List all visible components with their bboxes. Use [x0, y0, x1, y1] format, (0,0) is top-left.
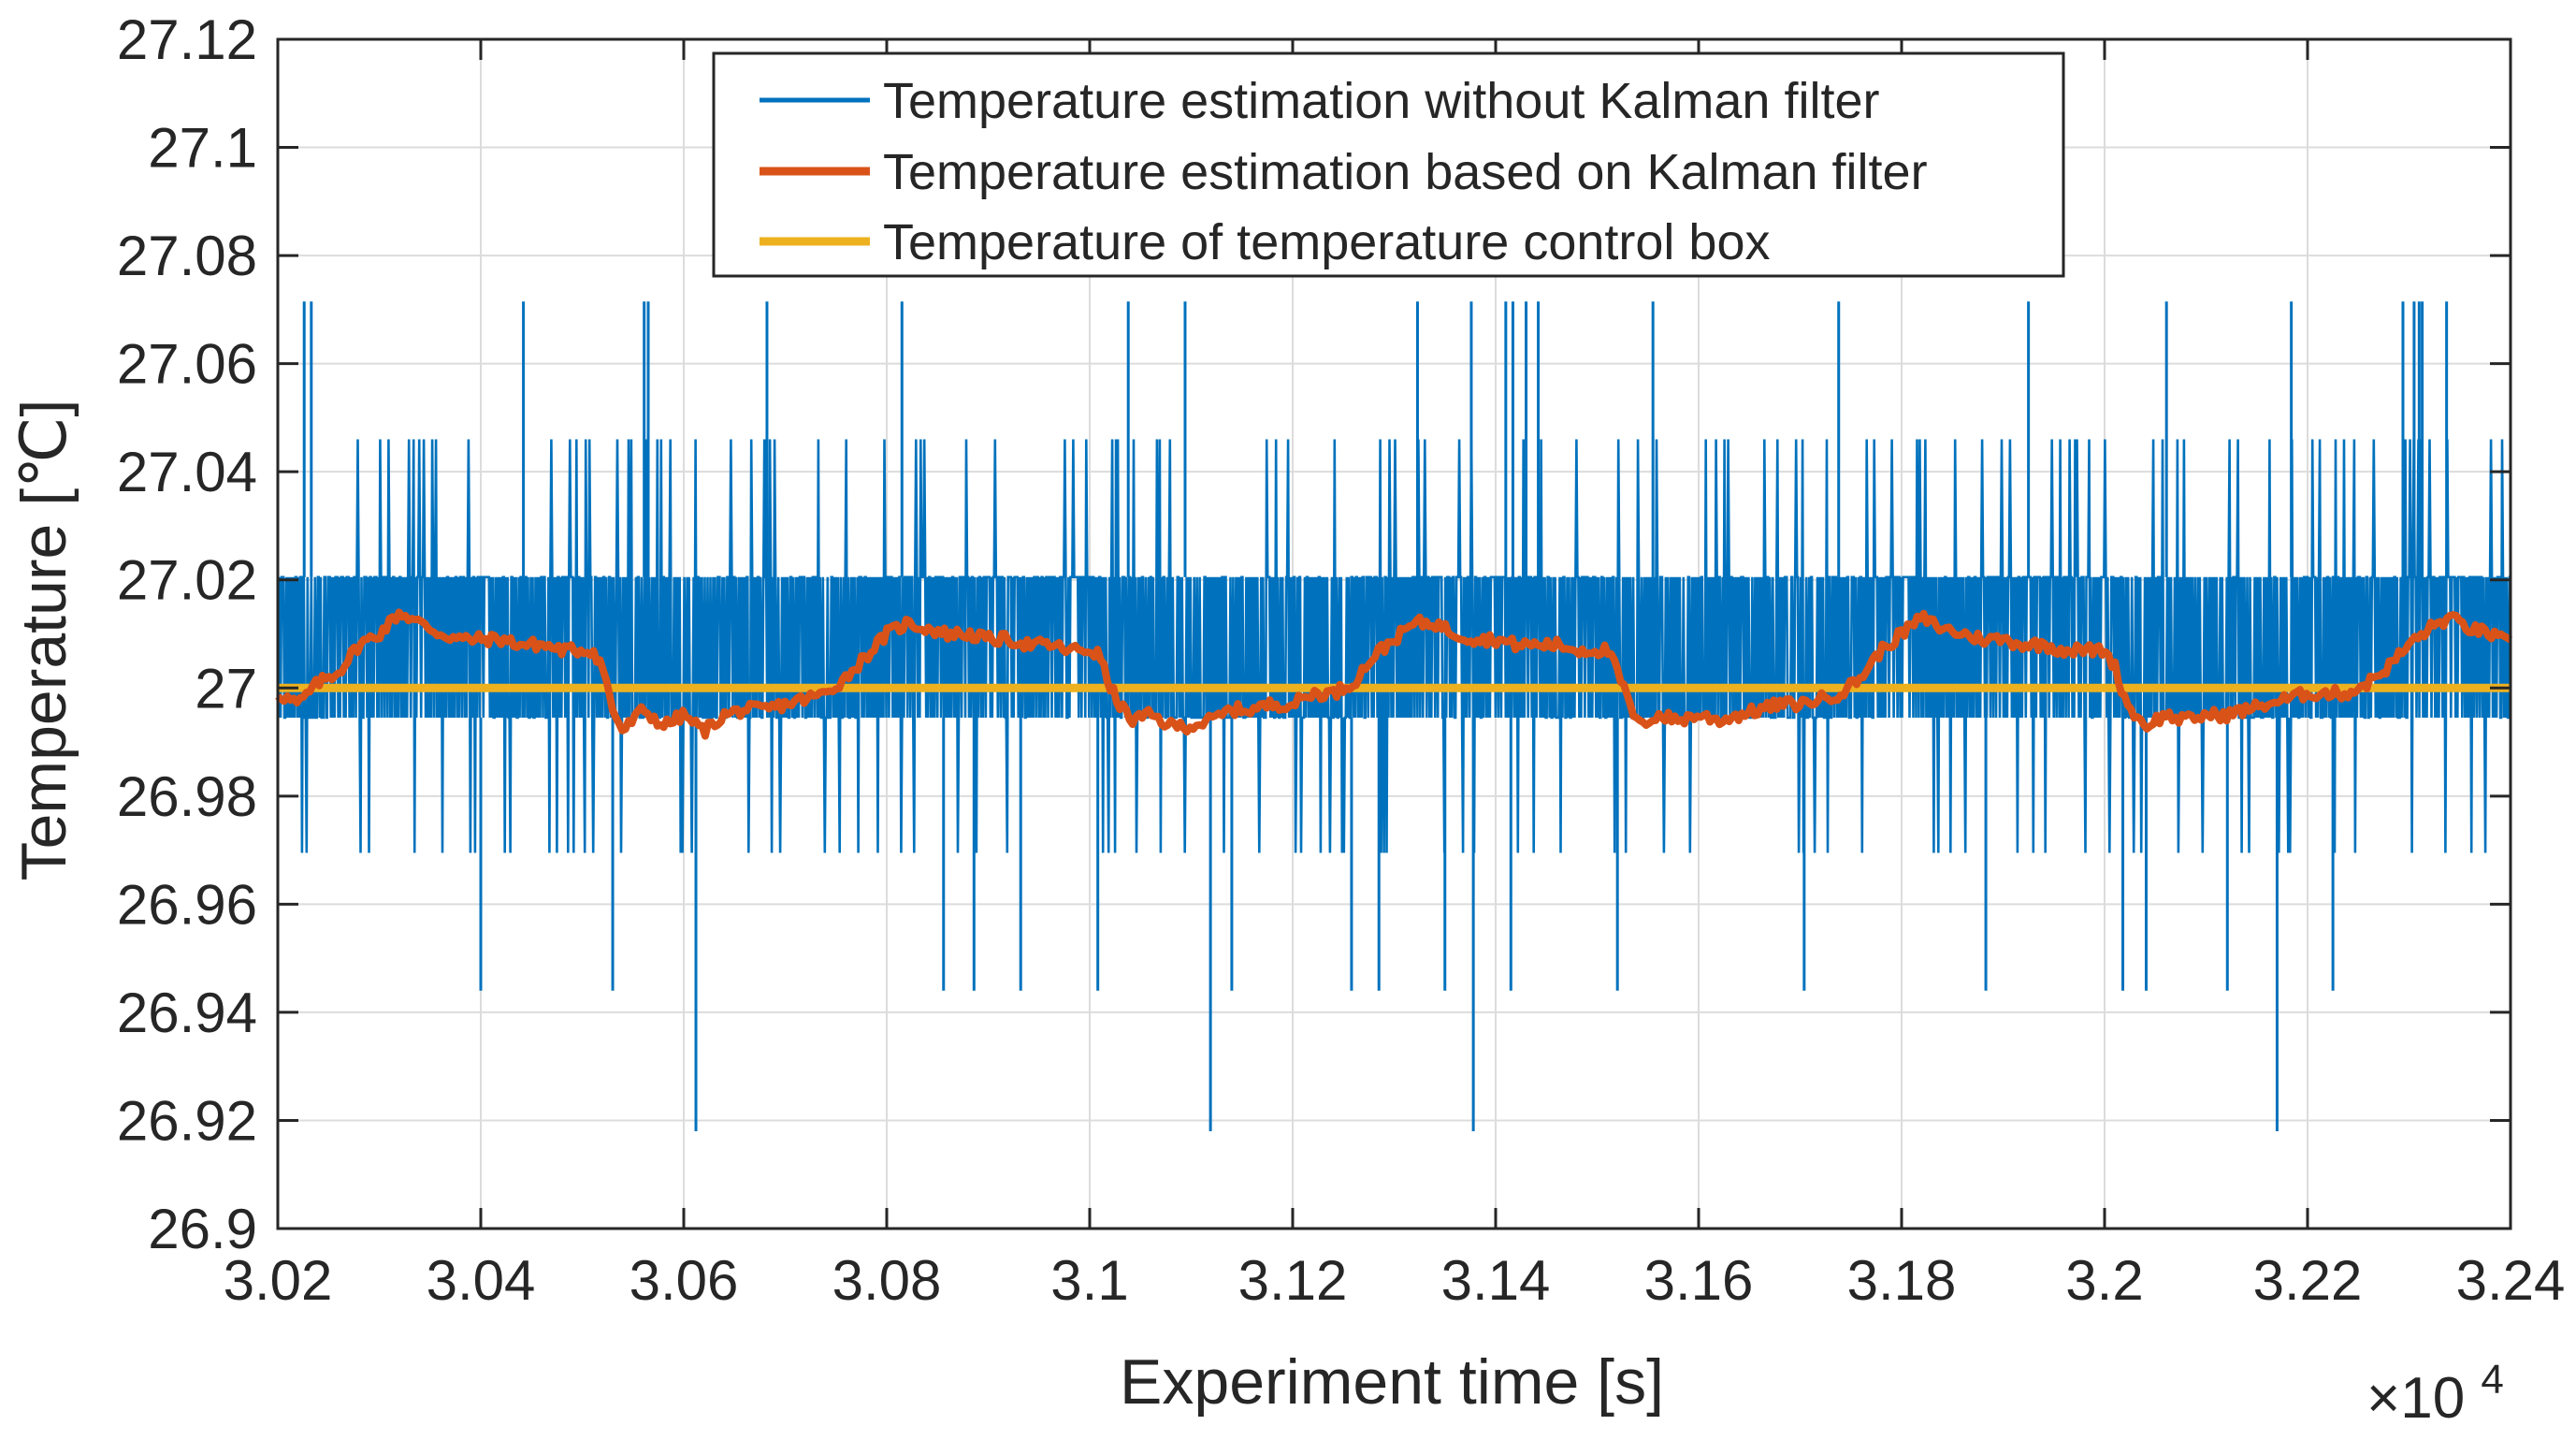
legend-box: [712, 51, 2065, 278]
y-tick-label: 27.02: [117, 549, 257, 612]
legend-label-box: Temperature of temperature control box: [883, 214, 1770, 270]
x-tick-label: 3.08: [832, 1249, 942, 1312]
x-tick-label: 3.22: [2253, 1249, 2363, 1312]
axes-box: [276, 37, 2512, 1230]
legend: Temperature estimation without Kalman fi…: [712, 51, 2065, 278]
x-tick-label: 3.1: [1050, 1249, 1128, 1312]
y-tick-label: 27.06: [117, 333, 257, 396]
svg-text:×10 4: ×10 4: [2366, 1357, 2504, 1431]
x-tick-label: 3.06: [630, 1249, 739, 1312]
x-tick-label: 3.04: [427, 1249, 536, 1312]
x-tick-labels: 3.02 3.04 3.06 3.08 3.1 3.12 3.14 3.16 3.18 3.2 3.…: [224, 1249, 2566, 1312]
kalman-series-line: [275, 608, 2513, 740]
x-tick-label: 3.12: [1238, 1249, 1348, 1312]
y-tick-label: 26.98: [117, 765, 257, 828]
x-axis-label: Experiment time [s]: [1120, 1346, 1664, 1418]
legend-label-raw: Temperature estimation without Kalman fi…: [883, 73, 1879, 129]
y-tick-label: 26.92: [117, 1089, 257, 1152]
y-tick-labels: 26.9 26.92 26.94 26.96 26.98 27 27.02 27.04 27.0…: [117, 8, 257, 1260]
x-tick-label: 3.14: [1441, 1249, 1551, 1312]
y-tick-label: 27: [195, 657, 257, 720]
y-tick-label: 26.94: [117, 982, 257, 1044]
y-tick-label: 26.96: [117, 873, 257, 936]
y-tick-label: 27.12: [117, 8, 257, 71]
legend-label-kalman: Temperature estimation based on Kalman f…: [883, 144, 1928, 200]
x-tick-label: 3.18: [1847, 1249, 1957, 1312]
y-tick-label: 26.9: [148, 1198, 257, 1260]
ticks: [276, 37, 2512, 1230]
y-axis-label: Temperature [℃]: [8, 400, 80, 881]
y-tick-label: 27.04: [117, 441, 257, 503]
x-multiplier-exponent: 4: [2481, 1357, 2503, 1403]
y-tick-label: 27.08: [117, 225, 257, 287]
x-multiplier: ×10 4: [2366, 1357, 2504, 1431]
x-tick-label: 3.02: [224, 1249, 333, 1312]
y-tick-label: 27.1: [148, 117, 257, 180]
x-tick-label: 3.16: [1644, 1249, 1754, 1312]
x-tick-label: 3.24: [2456, 1249, 2566, 1312]
x-multiplier-prefix: ×10: [2366, 1366, 2465, 1431]
x-tick-label: 3.2: [2065, 1249, 2143, 1312]
plot-area: [275, 301, 2513, 1132]
